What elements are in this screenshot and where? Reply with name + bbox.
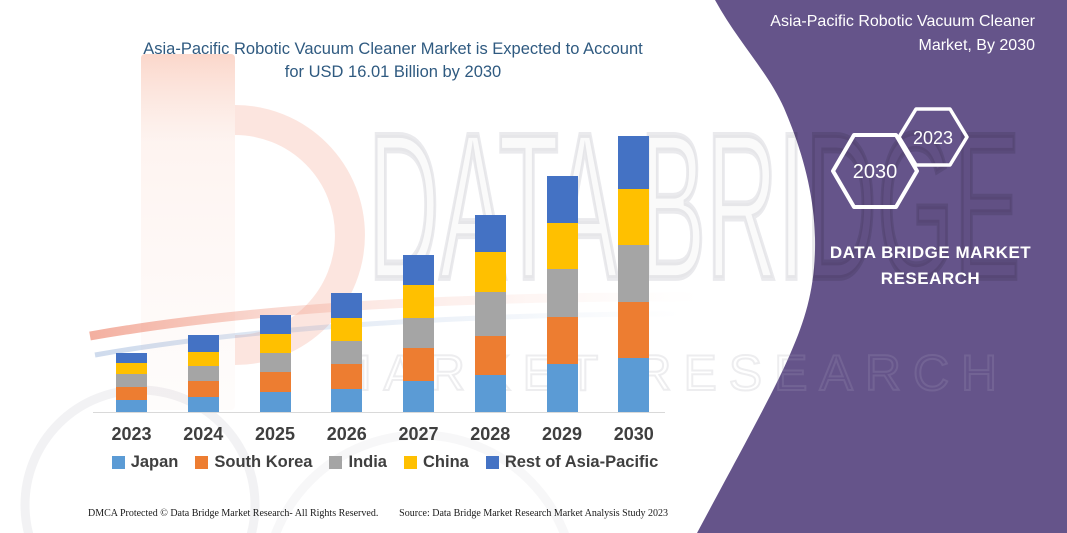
bar-segment-india <box>116 374 147 387</box>
bar-segment-japan <box>546 364 578 412</box>
hexagon-2023: 2023 <box>897 107 969 167</box>
bar-segment-rest-of-asia-pacific <box>259 314 291 334</box>
bar-2027 <box>403 255 434 412</box>
bar-segment-china <box>116 363 147 375</box>
bar-segment-south-korea <box>546 317 578 365</box>
panel-watermark-databridge: DATA BRIDGE <box>368 89 1020 323</box>
legend-item-south-korea: South Korea <box>195 453 312 472</box>
legend-label: Rest of Asia-Pacific <box>504 453 659 471</box>
faint-circle-watermark <box>271 430 569 533</box>
hexagon-2023-label: 2023 <box>913 128 953 148</box>
legend-swatch <box>111 456 125 469</box>
bar-segment-rest-of-asia-pacific <box>187 335 219 352</box>
bar-segment-japan <box>618 357 650 412</box>
legend-label: India <box>348 453 387 471</box>
bar-segment-india <box>187 365 219 382</box>
legend-label: South Korea <box>214 453 313 471</box>
legend-swatch <box>329 456 343 469</box>
bar-segment-rest-of-asia-pacific <box>618 136 650 190</box>
bar-2026 <box>331 293 363 412</box>
bar-segment-japan <box>187 396 219 412</box>
bar-segment-south-korea <box>474 335 506 375</box>
bar-segment-rest-of-asia-pacific <box>403 255 434 286</box>
x-axis-label-2030: 2030 <box>613 424 654 444</box>
bar-segment-south-korea <box>116 386 147 401</box>
legend-item-india: India <box>329 453 387 472</box>
x-axis-label-2029: 2029 <box>541 424 583 444</box>
bar-segment-china <box>187 351 219 366</box>
bar-segment-china <box>474 251 506 292</box>
bar-segment-rest-of-asia-pacific <box>116 353 147 364</box>
bar-segment-japan <box>116 400 147 412</box>
x-axis-baseline <box>93 412 665 413</box>
x-axis-label-2023: 2023 <box>111 424 152 444</box>
purple-panel-shape <box>697 0 1067 533</box>
legend-item-japan: Japan <box>111 453 179 472</box>
x-axis-label-2026: 2026 <box>326 424 367 444</box>
bar-segment-japan <box>403 381 434 412</box>
bar-segment-china <box>331 318 363 341</box>
bar-segment-south-korea <box>259 371 291 392</box>
hexagon-2030: 2030 <box>831 133 919 209</box>
x-axis-label-2024: 2024 <box>183 424 224 444</box>
legend-swatch <box>404 456 417 469</box>
bar-2024 <box>187 335 219 412</box>
bar-segment-india <box>546 269 578 318</box>
legend-item-china: China <box>404 453 469 472</box>
footer-dmca-text: DMCA Protected © Data Bridge Market Rese… <box>88 508 379 519</box>
bar-segment-china <box>618 189 650 246</box>
bar-segment-japan <box>474 374 506 412</box>
bar-segment-china <box>259 334 291 353</box>
bar-segment-india <box>403 318 434 349</box>
bar-segment-china <box>546 223 578 270</box>
logo-blue-swoosh-watermark <box>94 311 681 358</box>
bar-2025 <box>259 314 291 412</box>
panel-watermark-marketresearch: MARKET RESEARCH <box>330 345 1009 401</box>
hexagon-2030-label: 2030 <box>853 161 898 183</box>
legend-label: China <box>423 453 469 471</box>
bar-segment-rest-of-asia-pacific <box>546 176 578 224</box>
bar-segment-japan <box>331 389 363 412</box>
bar-segment-india <box>259 353 291 372</box>
bar-segment-china <box>403 285 434 319</box>
bar-segment-south-korea <box>187 381 219 397</box>
logo-red-swoosh-watermark <box>89 292 701 341</box>
legend-item-rest-of-asia-pacific: Rest of Asia-Pacific <box>485 453 659 472</box>
footer-source-text: Source: Data Bridge Market Research Mark… <box>399 508 668 519</box>
bar-segment-rest-of-asia-pacific <box>474 214 506 252</box>
bar-2029 <box>546 176 578 412</box>
bar-2030 <box>618 136 650 412</box>
bar-2028 <box>474 214 506 412</box>
bar-segment-south-korea <box>403 348 434 381</box>
footer: DMCA Protected © Data Bridge Market Rese… <box>88 508 668 519</box>
bar-segment-south-korea <box>331 364 363 390</box>
bar-segment-india <box>474 291 506 336</box>
legend-swatch <box>485 456 499 469</box>
bar-segment-india <box>618 245 650 302</box>
chart-title: Asia-Pacific Robotic Vacuum Cleaner Mark… <box>143 40 643 81</box>
legend: Japan South Korea India China Rest of Asia-P… <box>0 453 770 472</box>
x-axis-label-2027: 2027 <box>398 424 439 444</box>
bar-segment-japan <box>259 392 291 412</box>
bar-segment-south-korea <box>618 301 650 358</box>
x-axis-label-2025: 2025 <box>254 424 296 444</box>
legend-label: Japan <box>130 453 179 471</box>
bar-segment-rest-of-asia-pacific <box>331 293 363 319</box>
legend-swatch <box>195 456 209 469</box>
x-axis-label-2028: 2028 <box>470 424 511 444</box>
bar-segment-india <box>331 340 363 365</box>
bar-2023 <box>116 353 147 412</box>
